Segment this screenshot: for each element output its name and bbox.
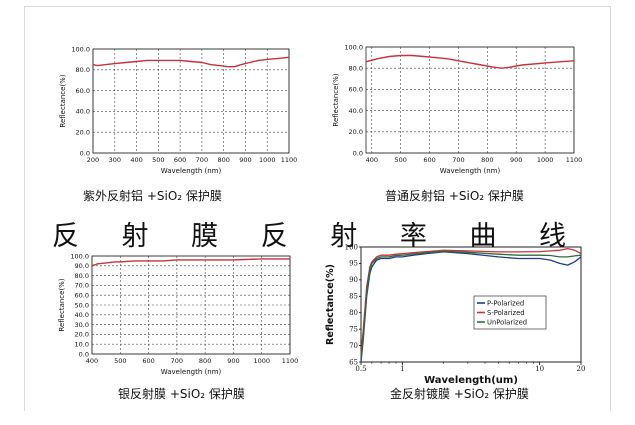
x-tick-label: 600 (142, 357, 154, 365)
frame-top-line (24, 6, 611, 7)
x-tick-label: 500 (152, 156, 164, 164)
x-tick-label: 400 (130, 156, 142, 164)
y-tick-label: 60.0 (76, 87, 90, 95)
series-line-s-polarized (360, 247, 582, 356)
main-title: 反 射 膜 反 射 率 曲 线 (51, 221, 584, 252)
x-tick-label: 800 (199, 357, 211, 365)
y-tick-label: 40.0 (75, 311, 89, 319)
x-tick-label: 500 (394, 156, 406, 164)
caption-gold: 金反射镀膜 +SiO₂ 保护膜 (390, 387, 529, 401)
frame-left-line (24, 6, 25, 411)
y-tick-label: 75 (349, 325, 358, 333)
x-axis-label: Wavelength(um) (424, 375, 518, 386)
y-tick-label: 20.0 (76, 129, 90, 137)
y-tick-label: 0.0 (80, 149, 90, 157)
y-axis-label: Reflectance(%) (58, 278, 66, 331)
y-tick-label: 90.0 (75, 262, 89, 270)
series-line-unpolarized (360, 250, 582, 359)
y-tick-label: 60.0 (75, 292, 89, 300)
y-tick-label: 80 (349, 309, 358, 317)
x-tick-label: 400 (366, 156, 378, 164)
x-tick-label: 200 (87, 156, 99, 164)
x-tick-label: 400 (86, 357, 98, 365)
x-tick-label: 1100 (566, 156, 583, 164)
legend-box (473, 295, 547, 330)
x-tick-label: 10 (535, 365, 544, 373)
y-tick-label: 20.0 (75, 331, 89, 339)
y-tick-label: 80.0 (349, 65, 363, 73)
series-line-reflectance (91, 258, 290, 267)
legend-label: S-Polarized (487, 309, 525, 317)
plot-frame (365, 46, 575, 154)
frame-right-line (610, 6, 611, 411)
y-tick-label: 40.0 (76, 108, 90, 116)
series-line-reflectance (365, 54, 575, 69)
x-tick-label: 1000 (537, 156, 554, 164)
x-axis-label: Wavelength (nm) (161, 167, 222, 175)
x-tick-label: 600 (423, 156, 435, 164)
legend-label: UnPolarized (487, 319, 527, 327)
x-tick-label: 1 (400, 365, 404, 373)
caption-uv-aluminum: 紫外反射铝 +SiO₂ 保护膜 (83, 189, 222, 203)
series-line-p-polarized (360, 251, 582, 363)
x-axis-label: Wavelength (nm) (161, 368, 222, 376)
caption-silver: 银反射膜 +SiO₂ 保护膜 (118, 387, 245, 401)
y-tick-label: 65 (349, 358, 358, 366)
chart-3: 0.010.0 20.0 30.0 40.0 50.060.0 70.0 80.0 90.0 1… (58, 252, 298, 376)
y-tick-label: 20.0 (349, 128, 363, 136)
x-tick-label: 1000 (253, 357, 270, 365)
y-tick-label: 10.0 (75, 341, 89, 349)
chart-4: 65 70 75 80 85 90 95 100 0.5 1 10 20 Wavelength(um) R… (325, 243, 585, 386)
x-axis-label: Wavelength (nm) (440, 167, 501, 175)
legend-label: P-Polarized (487, 300, 524, 308)
y-tick-label: 70.0 (75, 282, 89, 290)
x-tick-label: 700 (196, 156, 208, 164)
y-tick-label: 85 (349, 293, 358, 301)
plot-frame (92, 48, 290, 154)
x-tick-label: 1100 (282, 357, 299, 365)
series-line-reflectance (92, 56, 290, 68)
y-tick-label: 100.0 (71, 45, 90, 53)
chart-2: 0.0 20.0 40.0 60.0 80.0 100.0 400 500 600 700 800 9… (332, 43, 582, 175)
chart-1: 0.0 20.0 40.0 60.0 80.0 100.0 200 300 400 500 600 7… (59, 45, 297, 175)
y-axis-label: Reflectance(%) (59, 74, 67, 127)
x-tick-label: 20 (577, 365, 586, 373)
y-tick-label: 0.0 (353, 149, 363, 157)
x-tick-label: 300 (109, 156, 121, 164)
plot-frame (360, 246, 582, 363)
y-axis-label: Reflectance(%) (332, 73, 340, 126)
y-axis-label: Reflectance(%) (325, 264, 336, 345)
plot-frame (91, 255, 291, 355)
x-tick-label: 0.5 (355, 365, 366, 373)
x-tick-label: 800 (481, 156, 493, 164)
x-tick-label: 1000 (259, 156, 276, 164)
caption-standard-aluminum: 普通反射铝 +SiO₂ 保护膜 (385, 189, 524, 203)
y-tick-label: 90 (349, 276, 358, 284)
x-tick-label: 900 (510, 156, 522, 164)
x-tick-label: 600 (174, 156, 186, 164)
y-tick-label: 40.0 (349, 107, 363, 115)
y-tick-label: 70 (349, 342, 358, 350)
x-tick-label: 900 (239, 156, 251, 164)
x-tick-label: 900 (227, 357, 239, 365)
y-tick-label: 0.0 (79, 350, 89, 358)
y-tick-label: 30.0 (75, 321, 89, 329)
x-tick-label: 700 (171, 357, 183, 365)
y-tick-label: 95 (349, 260, 358, 268)
y-tick-label: 100 (345, 243, 358, 251)
x-tick-label: 500 (114, 357, 126, 365)
y-tick-label: 80.0 (76, 66, 90, 74)
y-tick-label: 100.0 (344, 43, 363, 51)
x-tick-label: 1100 (281, 156, 298, 164)
x-tick-label: 800 (217, 156, 229, 164)
y-tick-label: 100.0 (70, 252, 89, 260)
x-tick-label: 700 (452, 156, 464, 164)
y-tick-label: 80.0 (75, 272, 89, 280)
y-tick-label: 50.0 (75, 301, 89, 309)
y-tick-label: 60.0 (349, 86, 363, 94)
